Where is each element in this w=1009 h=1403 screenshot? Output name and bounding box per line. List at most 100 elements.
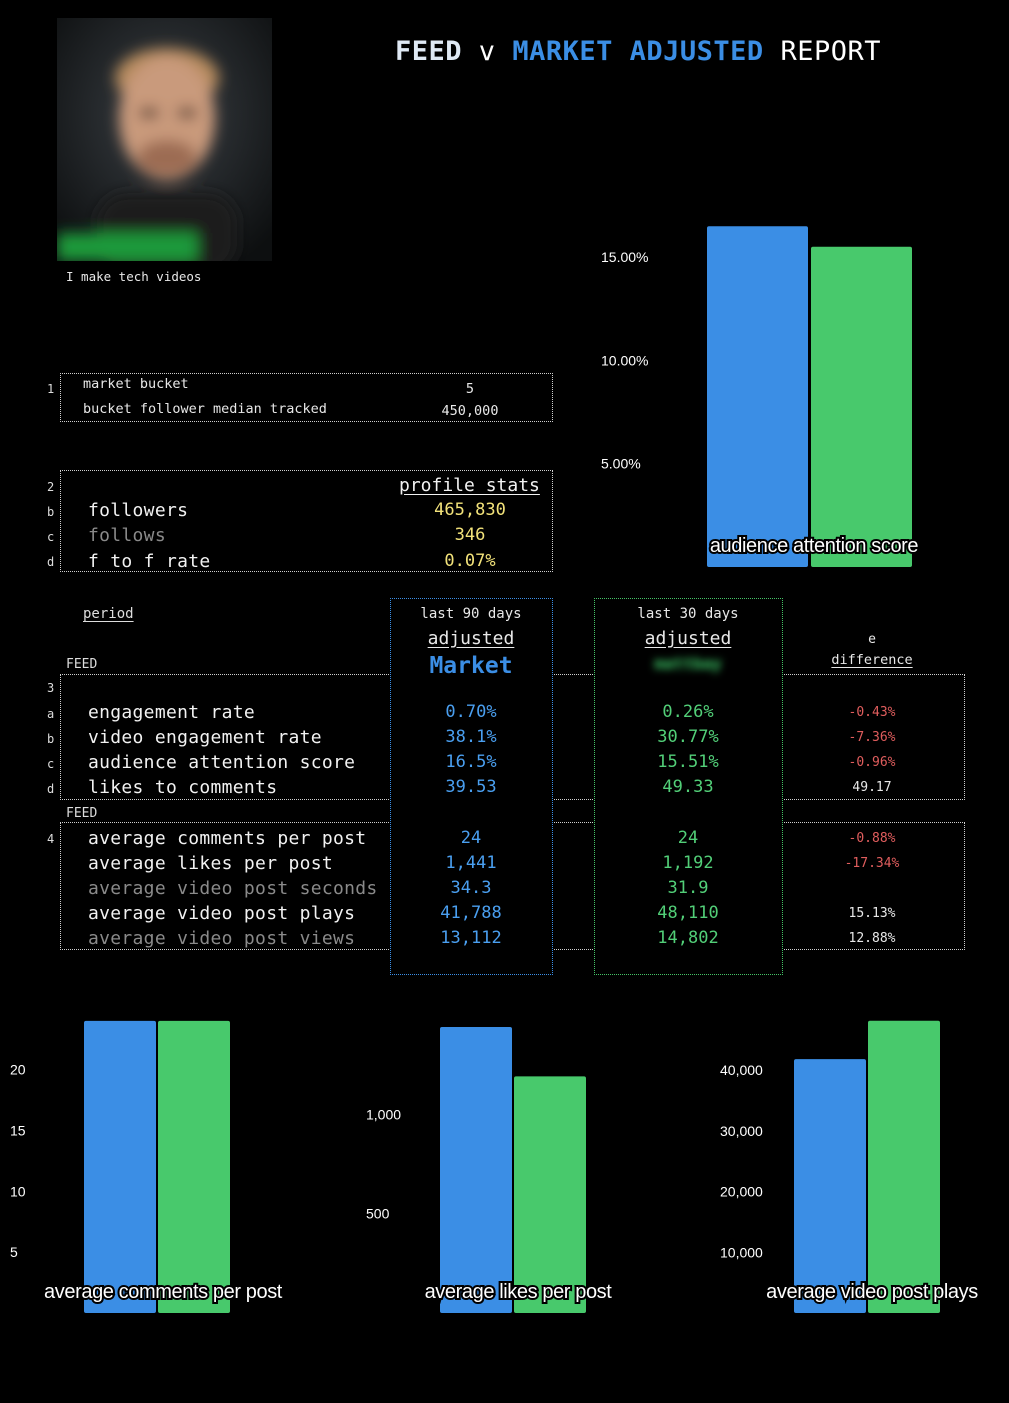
chart-title: average likes per post xyxy=(425,1281,613,1303)
profile-stats-box xyxy=(60,470,553,572)
market-value: 13,112 xyxy=(440,928,502,948)
y-tick-label: 5 xyxy=(10,1244,18,1260)
market-value: 0.70% xyxy=(445,702,497,722)
bar-mattbay xyxy=(158,1020,230,1313)
metric-label: average comments per post xyxy=(88,828,367,849)
title-market: MARKET xyxy=(512,36,613,67)
difference-value: -7.36% xyxy=(848,730,896,745)
difference-value: -17.34% xyxy=(844,856,900,871)
title-v: v xyxy=(478,36,496,67)
market-column xyxy=(390,598,553,975)
market-bucket-value: 5 xyxy=(465,381,475,397)
report-title: FEED v MARKET ADJUSTED REPORT xyxy=(395,36,881,67)
bar-market xyxy=(707,226,808,567)
y-tick-label: 20,000 xyxy=(720,1184,763,1200)
market-value: 34.3 xyxy=(450,878,492,898)
title-adjusted: ADJUSTED xyxy=(629,36,764,67)
y-tick-label: 20 xyxy=(10,1062,26,1078)
follows-label: follows xyxy=(88,525,166,546)
difference-value: -0.88% xyxy=(848,831,896,846)
user-value: 1,192 xyxy=(662,853,714,873)
user-period: last 30 days xyxy=(637,606,739,622)
metric-label: average video post seconds xyxy=(88,878,378,899)
user-value: 30.77% xyxy=(657,727,719,747)
diff-label: difference xyxy=(831,652,913,668)
market-value: 24 xyxy=(460,828,482,848)
user-value: 48,110 xyxy=(657,903,719,923)
market-column-name: Market xyxy=(429,653,513,679)
section-4-index: 4 xyxy=(47,832,55,846)
y-tick-label: 10 xyxy=(10,1183,26,1199)
user-adjusted: adjusted xyxy=(644,628,732,649)
y-tick-label: 40,000 xyxy=(720,1062,763,1078)
f-to-f-rate-label: f to f rate xyxy=(88,551,211,572)
bucket-median-label: bucket follower median tracked xyxy=(83,401,327,417)
row-index: c xyxy=(47,757,55,771)
user-value: 24 xyxy=(677,828,699,848)
chart-title: audience attention score xyxy=(710,535,919,557)
y-tick-label: 15.00% xyxy=(601,249,648,265)
row-c-index: c xyxy=(47,530,55,544)
feed-label-3: FEED xyxy=(66,657,98,672)
diff-index: e xyxy=(868,632,876,647)
market-value: 41,788 xyxy=(440,903,502,923)
row-index: a xyxy=(47,707,55,721)
user-value: 15.51% xyxy=(657,752,719,772)
difference-value: 12.88% xyxy=(848,931,896,946)
avatar-image xyxy=(57,18,272,261)
market-period: last 90 days xyxy=(420,606,522,622)
market-value: 1,441 xyxy=(445,853,497,873)
avatar xyxy=(57,18,272,261)
bar-mattbay xyxy=(868,1020,940,1313)
title-feed: FEED xyxy=(395,36,463,67)
user-column-name: mattbay xyxy=(654,654,722,673)
y-tick-label: 5.00% xyxy=(601,456,641,472)
market-bucket-box xyxy=(60,373,553,422)
metric-label: video engagement rate xyxy=(88,727,322,748)
user-value: 0.26% xyxy=(662,702,714,722)
y-tick-label: 1,000 xyxy=(366,1106,401,1122)
section-3-index: 3 xyxy=(47,681,55,695)
row-b-index: b xyxy=(47,505,55,519)
metric-label: audience attention score xyxy=(88,752,356,773)
bar-market xyxy=(794,1059,866,1313)
metric-label: engagement rate xyxy=(88,702,256,723)
profile-tagline: I make tech videos xyxy=(66,269,202,284)
metric-label: average video post views xyxy=(88,928,356,949)
bar-market xyxy=(440,1026,512,1313)
market-bucket-label: market bucket xyxy=(83,376,189,392)
feed-label-4: FEED xyxy=(66,806,98,821)
bar-market xyxy=(84,1020,156,1313)
y-tick-label: 10,000 xyxy=(720,1244,763,1260)
y-tick-label: 15 xyxy=(10,1122,26,1138)
title-report: REPORT xyxy=(780,36,881,67)
bar-mattbay xyxy=(514,1076,586,1313)
market-value: 39.53 xyxy=(445,777,497,797)
difference-value: -0.43% xyxy=(848,705,896,720)
difference-value: -0.96% xyxy=(848,755,896,770)
y-tick-label: 500 xyxy=(366,1206,390,1222)
row-index: d xyxy=(47,782,55,796)
market-value: 16.5% xyxy=(445,752,497,772)
section-1-index: 1 xyxy=(47,382,55,396)
difference-value: 15.13% xyxy=(848,906,896,921)
chart-title: average video post plays xyxy=(766,1281,978,1303)
user-value: 31.9 xyxy=(667,878,709,898)
section-2-index: 2 xyxy=(47,480,55,494)
metric-label: average video post plays xyxy=(88,903,356,924)
user-value: 14,802 xyxy=(657,928,719,948)
f-to-f-rate-value: 0.07% xyxy=(444,551,496,571)
chart-title: average comments per post xyxy=(44,1281,283,1303)
bar-mattbay xyxy=(811,246,912,568)
metric-label: average likes per post xyxy=(88,853,334,874)
market-adjusted: adjusted xyxy=(427,628,515,649)
difference-value: 49.17 xyxy=(852,780,892,795)
bucket-median-value: 450,000 xyxy=(441,403,499,419)
y-tick-label: 10.00% xyxy=(601,352,648,368)
follows-value: 346 xyxy=(454,525,486,545)
y-tick-label: 30,000 xyxy=(720,1123,763,1139)
row-d-index: d xyxy=(47,555,55,569)
followers-label: followers xyxy=(88,500,189,521)
profile-stats-header: profile stats xyxy=(399,475,540,496)
